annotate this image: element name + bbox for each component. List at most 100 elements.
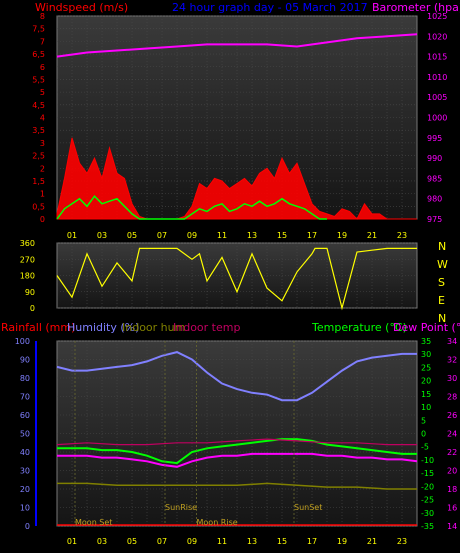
time-tick-label: 07 (157, 231, 167, 240)
barometer-tick-label: 1025 (427, 12, 447, 21)
wind-tick-label: 4,5 (32, 101, 45, 110)
wind-tick-label: 5,5 (32, 75, 45, 84)
time-tick-label: 19 (337, 231, 347, 240)
indoor-hum-title: Indoor hum (122, 321, 185, 334)
dewpoint-tick-label: 32 (447, 356, 457, 365)
dewpoint-tick-label: 24 (447, 430, 457, 439)
wind-direction-line (56, 247, 417, 311)
temperature-tick-label: 20 (421, 377, 431, 386)
wind-speed-area (56, 137, 417, 220)
time-tick-label: 05 (127, 537, 137, 546)
humidity-axis-title: Humidity (%) (67, 321, 139, 334)
temperature-tick-label: 0 (421, 430, 426, 439)
barometer-tick-label: 1005 (427, 93, 447, 102)
windspeed-axis-title: Windspeed (m/s) (35, 1, 128, 14)
time-tick-label: 23 (397, 537, 407, 546)
annotation-label: SunRise (165, 503, 197, 512)
wind-tick-label: 2 (40, 164, 45, 173)
time-tick-label: 15 (277, 231, 287, 240)
direction-tick-label: 90 (25, 288, 35, 297)
compass-s: S (438, 276, 445, 289)
wind-avg-line (56, 195, 327, 220)
humidity-tick-label: 70 (20, 393, 30, 402)
dewpoint-tick-label: 14 (447, 522, 457, 531)
wind-tick-label: 2,5 (32, 152, 45, 161)
humidity-tick-label: 40 (20, 448, 30, 457)
humidity-line (56, 351, 417, 402)
dewpoint-axis-title: Dew Point (°C) (393, 321, 460, 334)
dewpoint-tick-label: 18 (447, 485, 457, 494)
rainfall-axis-title: Rainfall (mm) (1, 321, 75, 334)
time-tick-label: 23 (397, 231, 407, 240)
dewpoint-tick-label: 28 (447, 393, 457, 402)
barometer-line (56, 33, 418, 58)
indoor_hum-line (57, 482, 417, 490)
humidity-tick-label: 100 (15, 337, 30, 346)
barometer-axis-title: Barometer (hpa) (372, 1, 460, 14)
barometer-tick-label: 1010 (427, 73, 447, 82)
annotation-label: Moon Rise (197, 518, 238, 527)
wind-tick-label: 5 (40, 88, 45, 97)
time-tick-label: 11 (217, 537, 227, 546)
wind-tick-label: 7,5 (32, 25, 45, 34)
wind-tick-label: 6,5 (32, 50, 45, 59)
barometer-tick-label: 980 (427, 195, 442, 204)
temperature-tick-label: -30 (421, 509, 434, 518)
wind-tick-label: 4 (40, 114, 45, 123)
temperature-tick-label: -5 (421, 443, 429, 452)
compass-n-bottom: N (438, 312, 446, 325)
humidity-tick-label: 20 (20, 485, 30, 494)
indoor-temp-title: Indoor temp (173, 321, 240, 334)
compass-e: E (438, 294, 445, 307)
barometer-tick-label: 990 (427, 154, 442, 163)
time-tick-label: 21 (367, 231, 377, 240)
time-tick-label: 01 (67, 537, 77, 546)
time-tick-label: 19 (337, 537, 347, 546)
compass-w: W (437, 258, 448, 271)
wind-tick-label: 0,5 (32, 202, 45, 211)
wind-tick-label: 1 (40, 190, 45, 199)
humidity-tick-label: 80 (20, 374, 30, 383)
temperature-tick-label: -10 (421, 456, 434, 465)
barometer-tick-label: 985 (427, 174, 442, 183)
compass-n-top: N (438, 240, 446, 253)
annotation-label: SunSet (294, 503, 322, 512)
direction-tick-label: 360 (20, 239, 35, 248)
humidity-tick-label: 50 (20, 430, 30, 439)
temperature-tick-label: 15 (421, 390, 431, 399)
temperature-line (57, 438, 417, 465)
temperature-tick-label: -20 (421, 482, 434, 491)
temperature-tick-label: 25 (421, 363, 431, 372)
time-tick-label: 03 (97, 537, 107, 546)
time-tick-label: 07 (157, 537, 167, 546)
barometer-tick-label: 1020 (427, 32, 447, 41)
barometer-tick-label: 1015 (427, 53, 447, 62)
temperature-tick-label: 30 (421, 350, 431, 359)
barometer-tick-label: 1000 (427, 114, 447, 123)
time-tick-label: 17 (307, 231, 317, 240)
temperature-axis-title: Temperature (°C) (311, 321, 407, 334)
time-tick-label: 13 (247, 231, 257, 240)
humidity-tick-label: 10 (20, 504, 30, 513)
wind-tick-label: 3 (40, 139, 45, 148)
time-tick-label: 17 (307, 537, 317, 546)
graph-title: 24 hour graph day - 05 March 2017 (172, 1, 368, 14)
direction-tick-label: 0 (30, 304, 35, 313)
direction-tick-label: 180 (20, 272, 35, 281)
wind-tick-label: 8 (40, 12, 45, 21)
time-tick-label: 11 (217, 231, 227, 240)
direction-tick-label: 270 (20, 255, 35, 264)
wind-tick-label: 1,5 (32, 177, 45, 186)
temperature-tick-label: -25 (421, 496, 434, 505)
wind-tick-label: 6 (40, 63, 45, 72)
indoor_temp-line (56, 438, 417, 446)
temperature-tick-label: -15 (421, 469, 434, 478)
time-tick-label: 01 (67, 231, 77, 240)
dewpoint-tick-label: 20 (447, 467, 457, 476)
annotation-label: Moon Set (75, 518, 112, 527)
dewpoint-tick-label: 30 (447, 374, 457, 383)
humidity-tick-label: 60 (20, 411, 30, 420)
wind-tick-label: 3,5 (32, 126, 45, 135)
wind-tick-label: 0 (40, 215, 45, 224)
